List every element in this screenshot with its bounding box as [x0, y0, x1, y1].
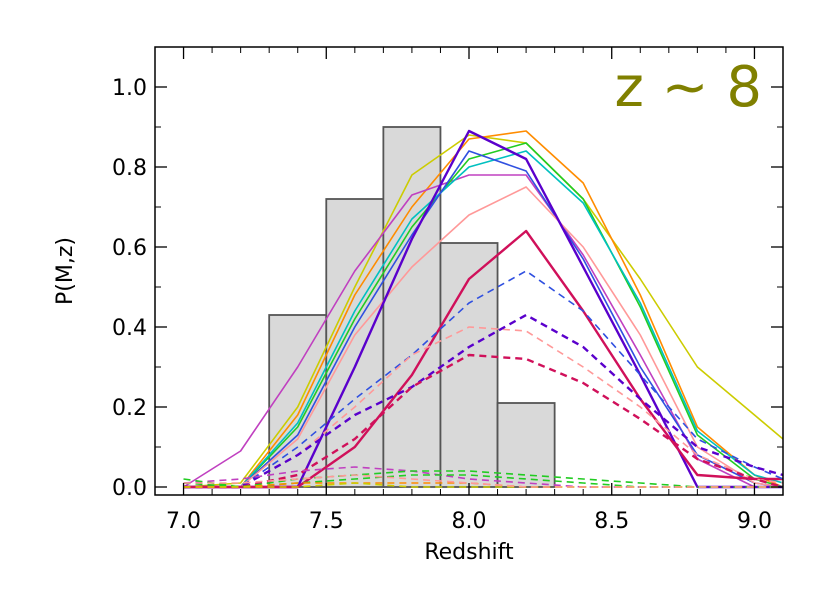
axis-ticks: 7.0 7.5 8.0 8.5 9.0 0.0 0.2 0.4 0.6 0.8 1.0 [112, 47, 784, 534]
y-tick-label: 1.0 [112, 76, 147, 101]
series-line [183, 186, 783, 488]
histogram-bar [268, 314, 328, 488]
histogram-bar [382, 126, 442, 488]
series-line [183, 470, 783, 488]
y-tick-label: 0.8 [112, 156, 147, 181]
series-line [183, 466, 783, 488]
y-tick-label: 0.6 [112, 236, 147, 261]
x-tick-label: 7.0 [166, 509, 201, 534]
series-lines [183, 129, 783, 489]
y-tick-label: 0.2 [112, 396, 147, 421]
x-tick-label: 8.5 [594, 509, 629, 534]
x-tick-label: 8.0 [452, 509, 487, 534]
series-line [183, 150, 783, 488]
series-line [183, 313, 783, 489]
x-tick-label: 7.5 [309, 509, 344, 534]
histogram-bar [325, 198, 385, 488]
series-line [183, 482, 783, 488]
series-line [183, 134, 783, 488]
y-tick-label: 0.4 [112, 316, 147, 341]
histogram [268, 126, 556, 488]
series-line [183, 353, 783, 489]
series-line [183, 174, 783, 488]
series-line [183, 142, 783, 488]
redshift-annotation: z ~ 8 [614, 55, 762, 120]
y-axis-title: P(M,z) [53, 237, 78, 305]
x-tick-label: 9.0 [737, 509, 772, 534]
y-tick-label: 0.0 [112, 476, 147, 501]
x-axis-title: Redshift [424, 540, 514, 565]
series-line [183, 130, 783, 488]
series-line [183, 474, 783, 488]
series-line [183, 474, 783, 488]
series-line [183, 229, 783, 489]
